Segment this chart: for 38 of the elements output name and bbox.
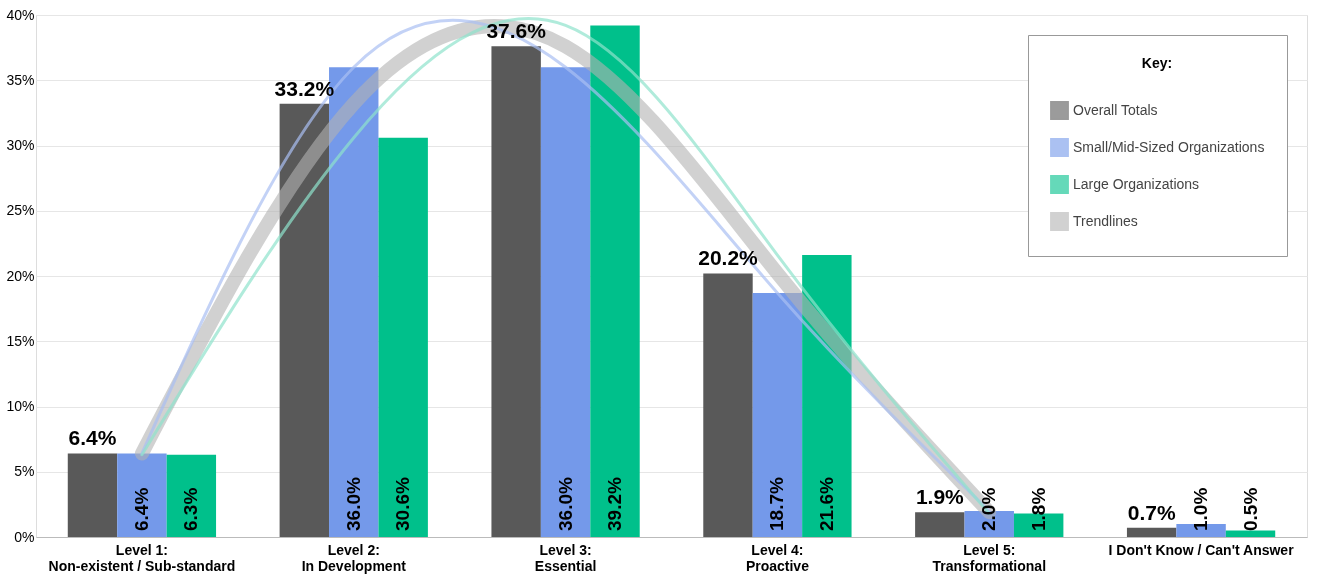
legend-label: Overall Totals: [1073, 101, 1158, 118]
data-label: 30.6%: [392, 477, 414, 531]
data-label: 21.6%: [815, 477, 837, 531]
data-label: 1.9%: [915, 485, 965, 509]
y-tick-label: 10%: [6, 398, 35, 414]
data-label: 1.8%: [1027, 487, 1049, 531]
data-label: 0.5%: [1239, 487, 1261, 531]
x-tick-label: Level 2: In Development: [301, 541, 407, 574]
y-tick-label: 15%: [6, 332, 35, 349]
data-label: 33.2%: [274, 76, 335, 100]
x-tick-label: Level 4: Proactive: [745, 541, 810, 574]
x-tick-label: I Don't Know / Can't Answer: [1108, 541, 1295, 558]
data-label: 20.2%: [698, 246, 759, 270]
data-label: 37.6%: [486, 19, 547, 43]
legend-label: Trendlines: [1073, 212, 1138, 229]
y-tick-label: 40%: [6, 6, 35, 23]
data-label: 2.0%: [978, 487, 1000, 531]
y-tick-label: 30%: [6, 137, 35, 153]
data-label: 6.4%: [130, 487, 152, 531]
x-tick-label: Level 1: Non-existent / Sub-standard: [48, 541, 236, 574]
data-label: 36.0%: [554, 477, 576, 531]
data-label: 18.7%: [766, 477, 788, 531]
y-tick-label: 25%: [6, 202, 35, 219]
data-label: 6.4%: [68, 426, 117, 450]
x-tick-label: Level 3: Essential: [534, 541, 597, 574]
y-tick-label: 0%: [14, 528, 35, 545]
data-label: 0.7%: [1127, 500, 1176, 524]
data-label: 39.2%: [604, 477, 626, 531]
x-tick-label: Level 5: Transformational: [932, 541, 1047, 574]
y-tick-label: 5%: [14, 463, 35, 480]
data-label: 1.0%: [1190, 487, 1212, 531]
data-label: 36.0%: [342, 477, 364, 531]
y-tick-label: 20%: [6, 267, 35, 284]
legend-label: Small/Mid-Sized Organizations: [1073, 138, 1265, 155]
legend-label: Large Organizations: [1073, 175, 1200, 192]
data-label: 6.3%: [180, 487, 202, 531]
legend-title: Key:: [1141, 55, 1173, 71]
y-tick-label: 35%: [6, 71, 35, 88]
